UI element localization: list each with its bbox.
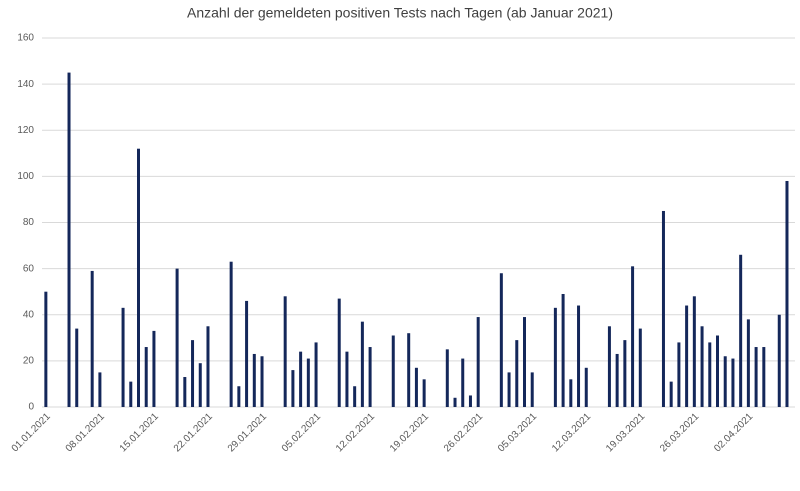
bar	[468, 395, 472, 407]
bar	[476, 317, 480, 407]
bar	[414, 367, 418, 407]
bar	[237, 386, 241, 407]
bar	[98, 372, 102, 407]
x-tick-label: 15.01.2021	[118, 411, 161, 454]
bar	[144, 347, 148, 407]
bar	[584, 367, 588, 407]
bar	[260, 356, 264, 407]
x-tick-label: 29.01.2021	[226, 411, 269, 454]
bar	[561, 293, 565, 407]
bar	[299, 351, 303, 407]
x-tick-label: 12.02.2021	[334, 411, 377, 454]
x-tick-label: 12.03.2021	[550, 411, 593, 454]
bar	[391, 335, 395, 407]
bar	[129, 381, 133, 407]
bar	[661, 210, 665, 407]
y-tick-label: 20	[23, 356, 35, 367]
x-tick-label: 01.01.2021	[10, 411, 53, 454]
bar	[337, 298, 341, 407]
bar	[306, 358, 310, 407]
bar	[67, 72, 71, 407]
bar	[638, 328, 642, 407]
bar	[137, 148, 140, 407]
bar	[368, 347, 372, 407]
bar	[345, 351, 349, 407]
bar	[353, 386, 357, 407]
bar	[615, 353, 619, 407]
bar	[530, 372, 534, 407]
bar	[700, 326, 704, 407]
x-tick-label: 19.03.2021	[604, 411, 647, 454]
bar	[553, 307, 557, 407]
bar	[739, 254, 743, 407]
x-tick-label: 05.02.2021	[280, 411, 323, 454]
bar	[407, 333, 411, 407]
bar	[754, 347, 758, 407]
bar	[762, 347, 766, 407]
y-tick-label: 60	[23, 263, 35, 274]
bar	[183, 377, 187, 407]
bar	[245, 300, 249, 407]
y-tick-label: 0	[28, 402, 34, 413]
y-tick-label: 120	[17, 125, 34, 136]
x-tick-label: 26.02.2021	[442, 411, 485, 454]
bar	[515, 340, 519, 407]
bar	[314, 342, 318, 407]
bar	[44, 291, 48, 407]
bar	[198, 363, 202, 407]
bar	[229, 261, 233, 407]
bar	[283, 296, 287, 407]
bar	[708, 342, 712, 407]
bar	[461, 358, 465, 407]
bar	[121, 307, 125, 407]
bar	[175, 268, 179, 407]
bar	[723, 356, 727, 407]
bar	[507, 372, 511, 407]
bar	[716, 335, 719, 407]
bar	[252, 353, 256, 407]
bar	[731, 358, 735, 407]
bar	[577, 305, 581, 407]
chart-title: Anzahl der gemeldeten positiven Tests na…	[187, 5, 613, 21]
bar	[499, 273, 503, 407]
x-tick-label: 02.04.2021	[712, 411, 755, 454]
bar	[152, 330, 156, 407]
bar	[746, 319, 750, 407]
bar	[631, 266, 635, 407]
x-tick-label: 19.02.2021	[388, 411, 431, 454]
bar	[523, 317, 526, 407]
x-tick-label: 05.03.2021	[496, 411, 539, 454]
y-tick-label: 40	[23, 309, 35, 320]
bar	[685, 305, 689, 407]
bar	[677, 342, 681, 407]
bar	[569, 379, 573, 407]
bar	[785, 180, 789, 407]
bar	[422, 379, 426, 407]
bar	[623, 340, 627, 407]
bar	[206, 326, 210, 407]
bar	[607, 326, 611, 407]
bar	[75, 328, 79, 407]
y-tick-label: 140	[17, 79, 34, 90]
y-tick-label: 100	[17, 171, 34, 182]
bar	[90, 270, 94, 407]
bar	[445, 349, 449, 407]
bar	[191, 340, 195, 407]
bar	[453, 397, 457, 407]
bar	[360, 321, 364, 407]
x-tick-label: 08.01.2021	[64, 411, 107, 454]
y-tick-label: 160	[17, 33, 34, 44]
x-tick-label: 26.03.2021	[658, 411, 701, 454]
bar	[291, 370, 295, 407]
x-tick-label: 22.01.2021	[172, 411, 215, 454]
bar	[777, 314, 781, 407]
bar	[692, 296, 696, 407]
y-tick-label: 80	[23, 217, 35, 228]
bar	[669, 381, 673, 407]
